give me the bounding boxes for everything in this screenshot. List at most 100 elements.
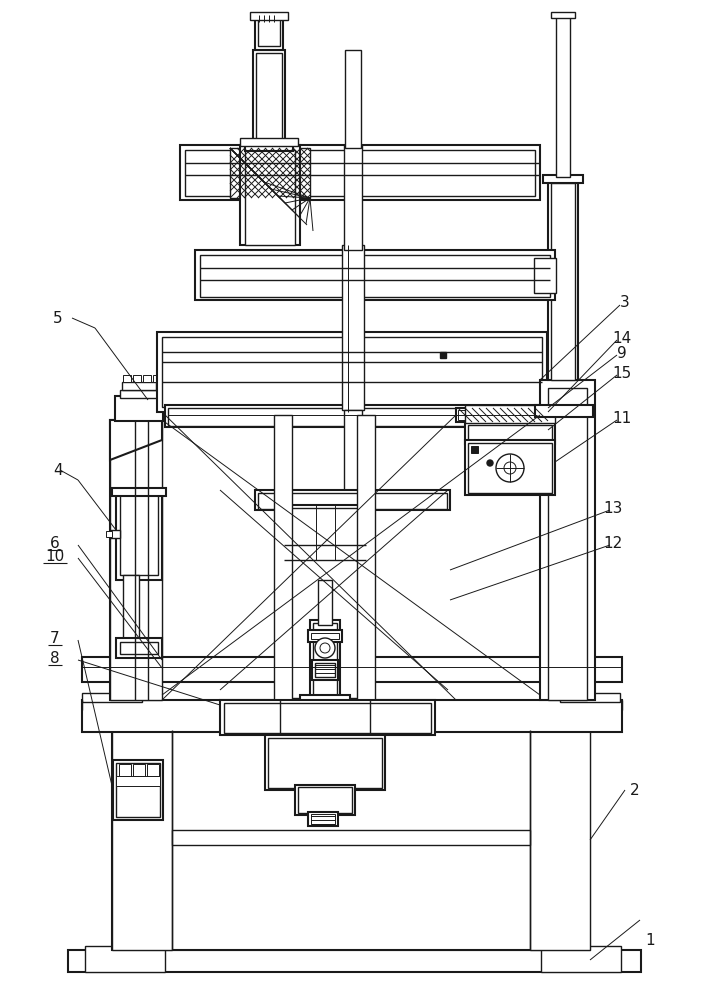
Bar [274, 415, 292, 705]
Bar [543, 175, 583, 183]
Bar [468, 425, 552, 443]
Bar [82, 693, 142, 702]
Polygon shape [110, 420, 162, 460]
Bar [265, 735, 385, 790]
Bar [468, 443, 552, 493]
Bar [253, 50, 285, 148]
Bar [110, 420, 162, 700]
Bar [245, 150, 295, 245]
Bar [185, 150, 535, 196]
Bar [308, 630, 342, 642]
Bar [535, 405, 593, 417]
Bar [440, 352, 446, 358]
Bar [110, 420, 162, 700]
Bar [255, 490, 450, 510]
Bar [220, 700, 435, 735]
Bar [556, 15, 570, 177]
Bar [224, 703, 431, 733]
Circle shape [320, 643, 330, 653]
Bar [284, 508, 366, 698]
Bar [548, 180, 578, 380]
Bar [110, 530, 120, 538]
Circle shape [496, 454, 524, 482]
Bar [268, 738, 382, 788]
Bar [106, 531, 112, 537]
Bar [315, 663, 335, 677]
Bar [465, 440, 555, 495]
Text: 9: 9 [617, 346, 627, 361]
Text: 14: 14 [612, 330, 631, 346]
Bar [530, 730, 590, 950]
Bar [357, 415, 375, 705]
Circle shape [504, 462, 516, 474]
Bar [311, 633, 339, 639]
Bar [312, 660, 338, 680]
Bar [112, 730, 590, 950]
Bar [255, 15, 283, 50]
Bar [123, 375, 131, 382]
Bar [258, 493, 447, 509]
Bar [240, 145, 300, 245]
Text: 2: 2 [630, 783, 640, 798]
Bar [123, 575, 139, 655]
Bar [280, 505, 370, 700]
Bar [157, 332, 547, 412]
Bar [345, 50, 361, 148]
Bar [153, 375, 161, 382]
Text: 6: 6 [50, 535, 60, 550]
Bar [300, 695, 350, 703]
Bar [295, 785, 355, 815]
Bar [113, 760, 163, 820]
Bar [318, 580, 332, 625]
Bar [200, 255, 550, 297]
Bar [344, 145, 362, 250]
Bar [116, 490, 162, 580]
Bar [551, 12, 575, 18]
Bar [112, 730, 172, 950]
Bar [120, 642, 158, 654]
Bar [250, 12, 288, 20]
Bar [143, 375, 151, 382]
Circle shape [487, 460, 493, 466]
Bar [133, 375, 141, 382]
Bar [344, 410, 362, 660]
Bar [465, 422, 555, 444]
Text: 7: 7 [50, 630, 60, 645]
Bar [120, 390, 158, 398]
Bar [458, 410, 548, 420]
Bar [240, 138, 298, 146]
Bar [456, 408, 551, 422]
Bar [560, 693, 620, 702]
Bar [172, 830, 530, 845]
Bar [195, 250, 555, 300]
Bar [551, 183, 575, 380]
Text: 10: 10 [45, 548, 64, 563]
Bar [256, 53, 282, 145]
Bar [310, 620, 340, 700]
Bar [162, 337, 542, 407]
Bar [82, 700, 622, 732]
Bar [534, 258, 556, 293]
Bar [540, 380, 595, 700]
Bar [548, 388, 587, 700]
Text: 5: 5 [53, 310, 63, 325]
Bar [180, 145, 540, 200]
Bar [245, 143, 293, 151]
Bar [230, 148, 310, 198]
Text: 8: 8 [50, 650, 60, 666]
Bar [68, 950, 641, 972]
Text: 4: 4 [53, 463, 63, 478]
Bar [133, 764, 145, 776]
Bar [168, 408, 537, 426]
Bar [116, 638, 162, 658]
Text: 1: 1 [645, 932, 655, 947]
Bar [308, 812, 338, 826]
Bar [258, 18, 280, 46]
Bar [115, 396, 163, 421]
Bar [112, 488, 166, 496]
Bar [122, 382, 156, 390]
Bar [85, 946, 165, 972]
Bar [120, 490, 158, 575]
Text: 15: 15 [612, 366, 631, 381]
Bar [313, 623, 337, 698]
